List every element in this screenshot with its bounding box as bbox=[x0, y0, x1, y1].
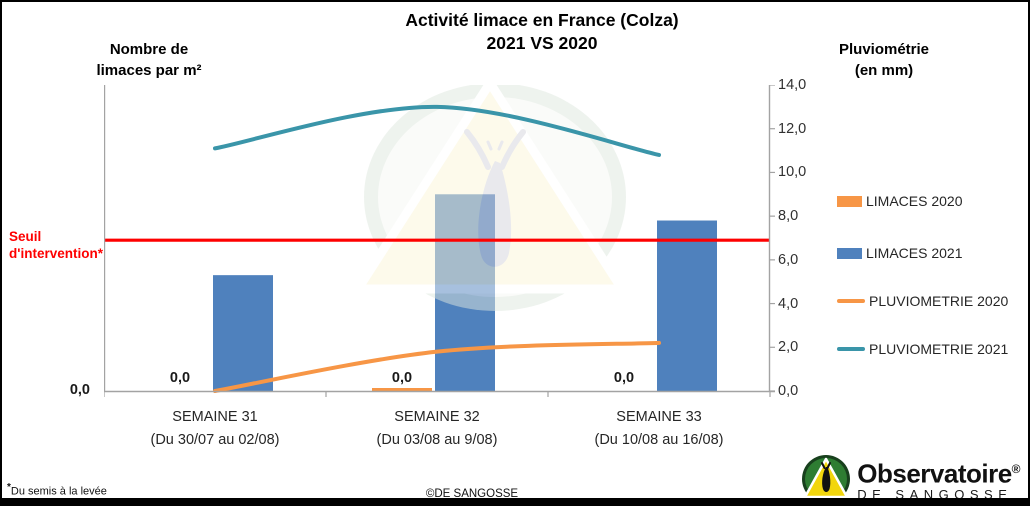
bottom-border-strip bbox=[2, 498, 1028, 504]
bar-limaces-2021 bbox=[213, 275, 273, 391]
footnote: *Du semis à la levée bbox=[7, 482, 107, 498]
observatoire-logo-text: Observatoire® DE SANGOSSE bbox=[857, 456, 1021, 502]
right-axis-tick-label: 12,0 bbox=[778, 120, 807, 137]
right-axis-tick-label: 2,0 bbox=[778, 339, 799, 356]
bar-limaces-2021 bbox=[657, 220, 717, 391]
left-axis-zero-label: 0,0 bbox=[69, 382, 90, 398]
right-axis-tick-label: 8,0 bbox=[778, 208, 799, 225]
legend-item: LIMACES 2020 bbox=[837, 193, 963, 209]
category-week-label: SEMAINE 31 bbox=[172, 409, 258, 425]
left-axis-title: Nombre de limaces par m² bbox=[60, 39, 238, 81]
legend-swatch-line bbox=[837, 347, 865, 351]
legend-item: PLUVIOMETRIE 2020 bbox=[837, 293, 1008, 309]
threshold-label: Seuil d'intervention* bbox=[9, 228, 105, 262]
observatoire-logo: Observatoire® DE SANGOSSE bbox=[801, 454, 1021, 504]
watermark-observatoire-logo bbox=[353, 85, 627, 311]
observatoire-logo-icon bbox=[802, 455, 851, 503]
data-label-limaces-2020: 0,0 bbox=[392, 370, 412, 386]
chart-title: Activité limace en France (Colza) 2021 V… bbox=[242, 9, 842, 55]
left-axis-title-line2: limaces par m² bbox=[96, 62, 202, 79]
right-axis-title-line1: Pluviométrie bbox=[838, 41, 930, 58]
logo-name: Observatoire® bbox=[857, 456, 1021, 489]
right-axis-tick-label: 6,0 bbox=[778, 251, 799, 268]
legend-swatch-line bbox=[837, 299, 865, 303]
legend-label: LIMACES 2021 bbox=[866, 245, 963, 261]
copyright: ©DE SANGOSSE bbox=[425, 488, 519, 500]
legend-item: LIMACES 2021 bbox=[837, 245, 963, 261]
threshold-label-line2: d'intervention* bbox=[9, 246, 103, 261]
bar-limaces-2020-zero bbox=[372, 388, 432, 391]
category-week-label: SEMAINE 33 bbox=[616, 409, 702, 425]
right-axis-title: Pluviométrie (en mm) bbox=[801, 39, 967, 81]
chart-title-line2: 2021 VS 2020 bbox=[486, 33, 598, 53]
category-date-range: (Du 03/08 au 9/08) bbox=[376, 431, 498, 448]
line-pluviometrie-2021 bbox=[213, 104, 661, 157]
footnote-text: Du semis à la levée bbox=[10, 485, 107, 498]
legend-item: PLUVIOMETRIE 2021 bbox=[837, 341, 1008, 357]
right-axis-tick-label: 10,0 bbox=[778, 164, 807, 181]
right-axis-title-line2: (en mm) bbox=[854, 62, 914, 79]
footnote-asterisk: * bbox=[7, 482, 11, 493]
legend-swatch-bar bbox=[837, 247, 862, 259]
data-label-limaces-2020: 0,0 bbox=[170, 370, 190, 386]
category-date-range: (Du 10/08 au 16/08) bbox=[594, 431, 724, 448]
right-axis-tick-label: 4,0 bbox=[778, 295, 799, 312]
legend-label: PLUVIOMETRIE 2020 bbox=[869, 293, 1009, 309]
legend-swatch-bar bbox=[837, 195, 862, 207]
chart-plot: 0,0 0,0 0,0 bbox=[104, 85, 775, 397]
right-axis-tick-label: 14,0 bbox=[778, 77, 807, 93]
legend-label: PLUVIOMETRIE 2021 bbox=[869, 341, 1009, 357]
threshold-label-line1: Seuil bbox=[9, 229, 42, 244]
category-date-range: (Du 30/07 au 02/08) bbox=[150, 431, 280, 448]
chart-title-line1: Activité limace en France (Colza) bbox=[405, 10, 679, 30]
data-label-limaces-2020: 0,0 bbox=[614, 370, 634, 386]
x-axis-category: SEMAINE 33 (Du 10/08 au 16/08) bbox=[548, 406, 770, 451]
line-pluviometrie-2020 bbox=[213, 340, 661, 393]
logo-name-text: Observatoire bbox=[857, 458, 1012, 489]
logo-registered-mark: ® bbox=[1011, 461, 1021, 476]
x-axis-category: SEMAINE 31 (Du 30/07 au 02/08) bbox=[104, 406, 326, 451]
category-week-label: SEMAINE 32 bbox=[394, 409, 480, 425]
x-axis-category: SEMAINE 32 (Du 03/08 au 9/08) bbox=[326, 406, 548, 451]
legend-label: LIMACES 2020 bbox=[866, 193, 963, 209]
right-axis-tick-label: 0,0 bbox=[778, 383, 799, 399]
left-axis-title-line1: Nombre de bbox=[109, 41, 189, 58]
